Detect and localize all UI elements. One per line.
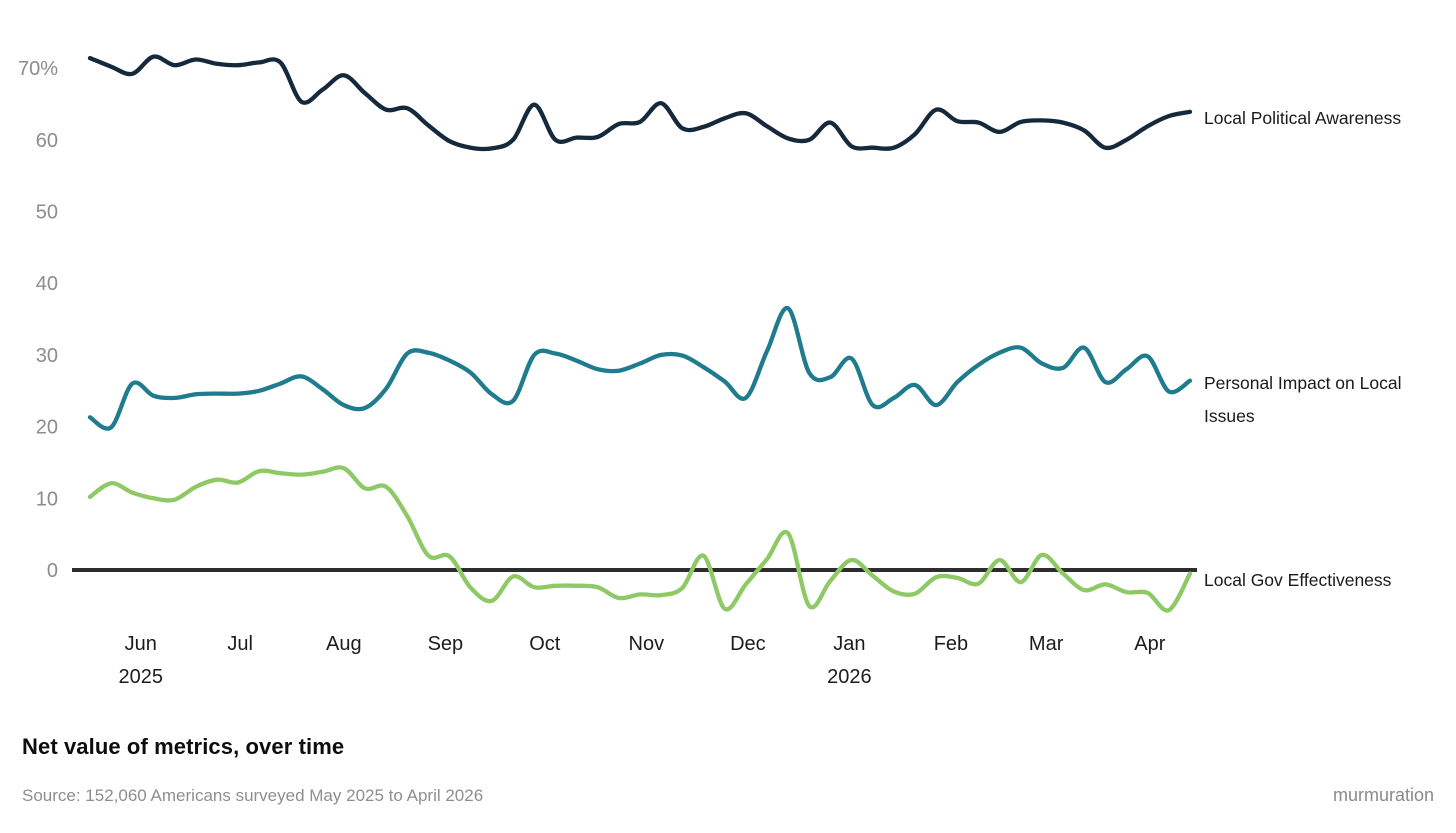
y-axis-tick-label: 20 xyxy=(36,417,58,439)
x-axis-month-label: Jun xyxy=(125,633,157,655)
y-axis-tick-label: 30 xyxy=(36,345,58,367)
x-axis-month-label: Oct xyxy=(529,633,561,655)
series-label-local-political-awareness: Local Political Awareness xyxy=(1204,108,1402,128)
line-personal-impact-on-local-issues xyxy=(87,306,1193,431)
y-axis-tick-label: 10 xyxy=(36,488,58,510)
y-axis-tick-label: 60 xyxy=(36,130,58,152)
line-local-political-awareness xyxy=(87,54,1193,152)
y-axis-tick-label: 50 xyxy=(36,202,58,224)
y-axis-tick-label: 40 xyxy=(36,273,58,295)
x-axis-month-label: Jan xyxy=(833,633,865,655)
x-axis-month-label: Sep xyxy=(428,633,464,655)
chart-area: 70% 60 50 40 30 20 10 0 Jun 2025 Jul Aug Sep Oct Nov De… xyxy=(18,54,1197,688)
x-axis-month-label: Mar xyxy=(1029,633,1064,655)
x-axis-month-label: Apr xyxy=(1134,633,1165,655)
source-note: Source: 152,060 Americans surveyed May 2… xyxy=(22,786,484,805)
y-axis-tick-label: 70% xyxy=(18,58,58,80)
line-local-gov-effectiveness xyxy=(87,465,1193,613)
x-axis-month-label: Aug xyxy=(326,633,362,655)
brand-wordmark: murmuration xyxy=(1332,785,1434,805)
x-axis-month-label: Jul xyxy=(227,633,253,655)
series-label-personal-impact: Personal Impact on Local Issues xyxy=(1204,373,1402,426)
x-axis-month-label: Dec xyxy=(730,633,766,655)
x-axis-month-label: Feb xyxy=(934,633,968,655)
x-axis-year-label: 2026 xyxy=(827,666,872,688)
page-title: Net value of metrics, over time xyxy=(22,734,345,759)
chart-canvas: 70% 60 50 40 30 20 10 0 Jun 2025 Jul Aug Sep Oct Nov De… xyxy=(18,54,1197,688)
x-axis-month-label: Nov xyxy=(629,633,665,655)
x-axis-year-label: 2025 xyxy=(119,666,164,688)
y-axis-tick-label: 0 xyxy=(47,560,58,582)
series-label-local-gov-effectiveness: Local Gov Effectiveness xyxy=(1204,570,1392,590)
